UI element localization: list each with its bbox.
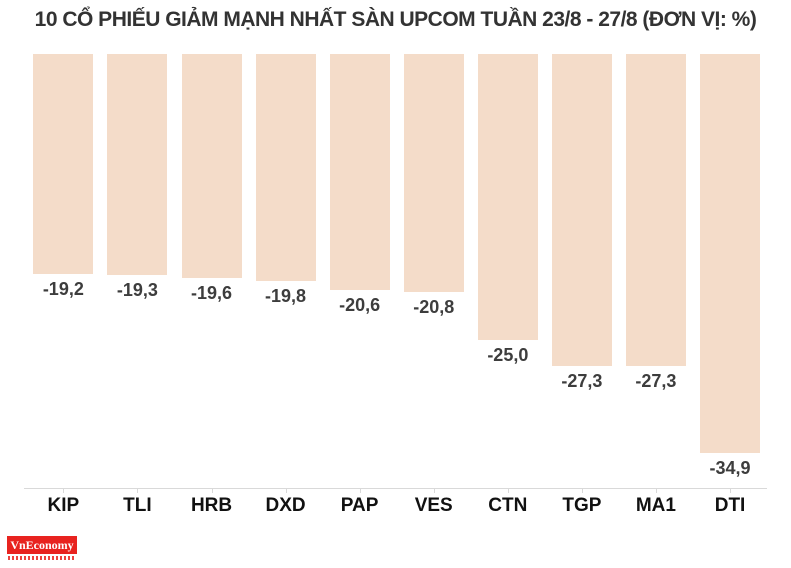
category-label: KIP	[47, 495, 80, 516]
vneconomy-logo: VnEconomy	[7, 536, 77, 554]
category-label: TGP	[562, 495, 602, 516]
bar	[700, 54, 761, 453]
bar-value-label: -27,3	[561, 371, 603, 391]
category-label: DTI	[714, 495, 746, 516]
x-axis-tick	[656, 488, 657, 493]
category-label: HRB	[190, 495, 233, 516]
bar-value-label: -27,3	[635, 371, 677, 391]
x-axis-line	[24, 488, 767, 489]
bar-value-label: -25,0	[487, 345, 529, 365]
chart-title: 10 CỔ PHIẾU GIẢM MẠNH NHẤT SÀN UPCOM TUẦ…	[34, 8, 757, 31]
bar-value-label: -19,8	[265, 286, 307, 306]
category-label: PAP	[340, 495, 379, 516]
bar	[626, 54, 686, 366]
bar	[33, 54, 94, 274]
bar	[255, 54, 316, 281]
category-label: VES	[414, 495, 453, 516]
x-axis-tick	[285, 488, 287, 493]
x-axis-tick	[359, 488, 361, 493]
x-axis-tick	[581, 488, 583, 493]
x-axis-tick	[211, 488, 213, 493]
bar-value-label: -20,6	[339, 295, 381, 315]
bar-value-label: -19,2	[42, 279, 84, 299]
bar-value-label: -20,8	[413, 297, 455, 317]
bar-value-label: -19,3	[116, 280, 158, 300]
category-label: DXD	[265, 495, 306, 516]
bar-value-label: -34,9	[709, 458, 751, 478]
vneconomy-tagline	[8, 556, 76, 560]
x-axis-tick	[507, 488, 509, 493]
bar	[403, 54, 464, 292]
x-axis-tick	[433, 488, 435, 493]
bar-value-label: -19,6	[191, 283, 233, 303]
bar	[551, 54, 612, 366]
x-axis-tick	[730, 488, 732, 493]
x-axis-tick	[63, 488, 65, 493]
x-axis-tick	[137, 488, 139, 493]
bar	[181, 54, 242, 278]
category-label: MA1	[635, 495, 676, 516]
bar	[477, 54, 538, 340]
bar	[107, 54, 168, 275]
category-label: CTN	[488, 495, 528, 516]
bar	[329, 54, 390, 290]
category-label: TLI	[123, 495, 152, 516]
